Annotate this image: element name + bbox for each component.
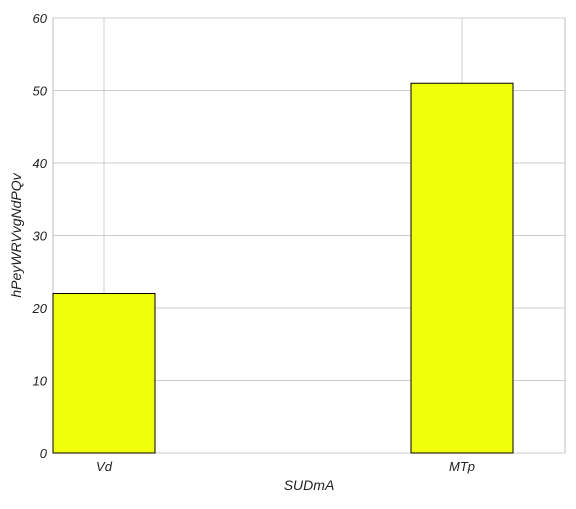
bar-vd	[52, 293, 156, 454]
bar-layer	[52, 82, 514, 454]
y-tick-label: 40	[33, 156, 48, 171]
y-tick-label: 30	[33, 229, 48, 244]
tick-layer: 0 10 20 30 40 50 60 Vd MTp	[32, 11, 475, 474]
bar-mtp	[410, 82, 514, 454]
y-tick-label: 20	[32, 301, 48, 316]
x-tick-label: MTp	[449, 459, 475, 474]
y-tick-label: 0	[40, 446, 48, 461]
y-tick-label: 60	[33, 11, 48, 26]
y-tick-label: 50	[33, 84, 48, 99]
y-tick-label: 10	[33, 374, 48, 389]
y-axis-label: hPeyWRVvgNdPQv	[8, 172, 24, 297]
x-axis-label: SUDmA	[284, 477, 335, 493]
x-tick-label: Vd	[96, 459, 113, 474]
